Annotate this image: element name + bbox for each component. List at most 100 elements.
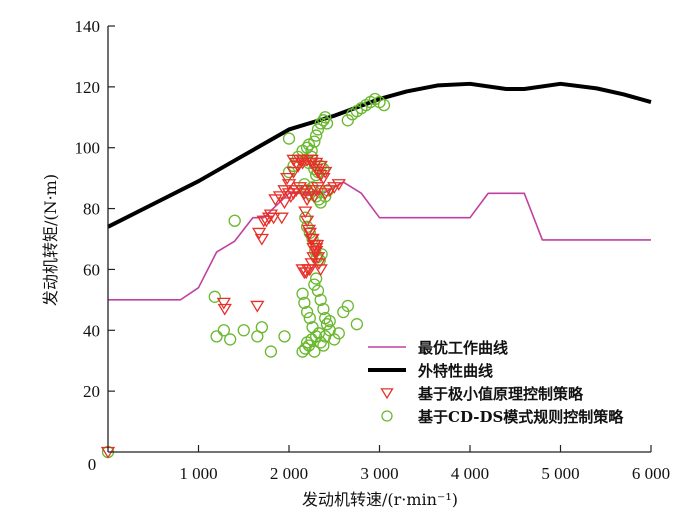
- x-tick-label: 5 000: [541, 464, 579, 483]
- cdds-point: [282, 165, 296, 179]
- legend-item: 基于极小值原理控制策略: [380, 385, 584, 403]
- cdds-point: [309, 272, 323, 285]
- y-tick-label: 60: [83, 260, 100, 279]
- cdds-point: [319, 330, 332, 343]
- min-principle-point: [313, 169, 328, 182]
- x-ticks: 1 000 2 000 3 000 4 000 5 000 6 000: [179, 445, 670, 483]
- min-principle-point: [305, 233, 320, 246]
- cdds-point: [210, 330, 223, 343]
- legend-label: 外特性曲线: [417, 362, 493, 380]
- y-axis-title: 发动机转矩/(N·m): [41, 174, 60, 306]
- min-principle-point: [286, 166, 301, 179]
- cdds-point: [314, 117, 327, 130]
- min-principle-point: [251, 227, 267, 240]
- min-principle-point: [302, 227, 317, 240]
- min-principle-point: [277, 197, 292, 210]
- cdds-point: [323, 324, 336, 337]
- cdds-point: [300, 305, 314, 319]
- external-characteristic-line: [107, 81, 652, 229]
- cdds-point: [317, 302, 330, 316]
- cdds-point: [341, 114, 354, 127]
- cdds-point: [208, 290, 221, 303]
- legend-label: 基于CD-DS模式规则控制策略: [417, 408, 624, 426]
- min-principle-point: [310, 182, 326, 194]
- plot-lines: [107, 81, 652, 301]
- y-tick-label: 20: [83, 382, 100, 401]
- min-principle-point: [299, 154, 315, 167]
- min-principle-point: [217, 303, 232, 316]
- min-principle-point: [283, 191, 298, 204]
- cdds-point: [332, 327, 345, 340]
- min-principle-point: [292, 182, 308, 194]
- min-principle-point: [272, 191, 288, 204]
- x-tick-label: 1 000: [179, 464, 217, 483]
- min-principle-point: [308, 242, 324, 255]
- cdds-point: [320, 318, 334, 331]
- cdds-point: [299, 342, 312, 355]
- x-tick-label: 3 000: [360, 464, 398, 483]
- x-tick-label: 4 000: [451, 464, 489, 483]
- legend-item: 基于CD-DS模式规则控制策略: [381, 408, 624, 426]
- min-principle-point: [254, 233, 270, 246]
- y-tick-label: 40: [83, 321, 100, 340]
- y-tick-label: 120: [75, 78, 101, 97]
- optimal-working-line: [108, 181, 651, 301]
- x-tick-label: 6 000: [632, 464, 670, 483]
- min-principle-point: [277, 185, 292, 197]
- cdds-point: [314, 293, 327, 307]
- cdds-point: [296, 287, 309, 300]
- axes: 1 000 2 000 3 000 4 000 5 000 6 000 20 40 60 80 1…: [41, 17, 670, 509]
- cdds-point: [228, 214, 241, 227]
- cdds-point: [317, 114, 330, 127]
- min-principle-point: [331, 179, 346, 191]
- cdds-point: [298, 178, 311, 191]
- min-principle-point: [216, 297, 231, 310]
- cdds-point: [282, 132, 296, 145]
- cdds-point: [337, 305, 350, 319]
- min-principle-point: [250, 300, 265, 313]
- cdds-point: [377, 98, 391, 112]
- cdds-point: [320, 117, 334, 130]
- cdds-point: [224, 333, 237, 346]
- min-principle-point: [318, 166, 333, 179]
- legend-label: 最优工作曲线: [418, 339, 508, 357]
- origin-label: 0: [88, 455, 97, 474]
- y-tick-label: 140: [75, 17, 101, 36]
- cdds-point: [350, 318, 364, 331]
- min-principle-point: [274, 212, 289, 225]
- cdds-point: [264, 345, 278, 358]
- cdds-point: [314, 336, 327, 349]
- min-principle-point: [310, 166, 326, 179]
- cdds-point: [319, 190, 332, 203]
- min-principle-point: [313, 264, 328, 277]
- cdds-point: [298, 296, 311, 310]
- cdds-point: [341, 299, 354, 313]
- min-principle-point: [280, 172, 295, 185]
- cdds-point: [311, 123, 325, 136]
- cdds-point: [317, 339, 330, 352]
- cdds-point: [311, 284, 325, 297]
- legend-label: 基于极小值原理控制策略: [417, 385, 584, 403]
- cdds-point: [319, 311, 332, 325]
- cdds-point: [217, 324, 230, 337]
- legend-swatch: [380, 388, 394, 400]
- cdds-point: [306, 321, 319, 334]
- min-principle-point: [301, 224, 317, 237]
- min-principle-point: [286, 188, 301, 201]
- min-principle-point: [304, 157, 319, 170]
- cdds-point: [303, 311, 316, 325]
- cdds-point: [314, 196, 327, 209]
- min-principle-point: [299, 215, 315, 228]
- cdds-point: [278, 330, 291, 343]
- cdds-point: [309, 129, 323, 142]
- min-principle-point: [316, 172, 331, 185]
- legend-item: 外特性曲线: [368, 362, 493, 380]
- cdds-point: [255, 321, 269, 334]
- min-principle-point: [311, 258, 327, 270]
- y-ticks: 20 40 60 80 100 120 140: [75, 17, 115, 401]
- y-tick-label: 80: [83, 200, 100, 219]
- min-principle-point: [259, 215, 274, 228]
- cdds-point: [308, 135, 321, 148]
